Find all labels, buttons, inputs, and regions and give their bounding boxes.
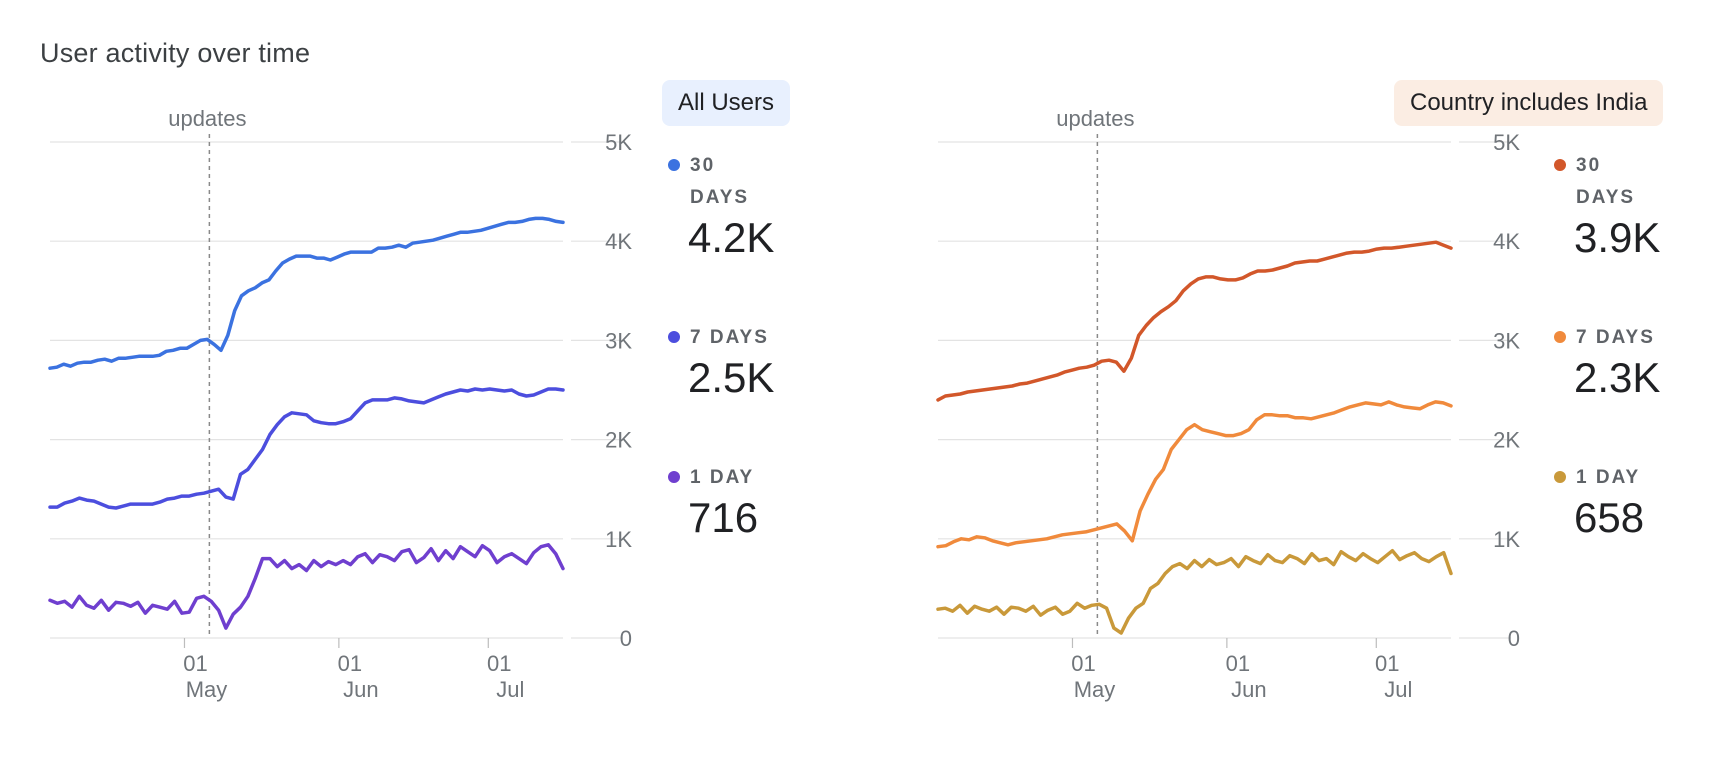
y-tick-label: 2K: [1493, 428, 1520, 453]
series-line-30-days[interactable]: [48, 216, 565, 370]
series-line-1-day[interactable]: [936, 548, 1453, 635]
chart-title: User activity over time: [40, 38, 311, 68]
x-tick-month: Jun: [343, 677, 378, 702]
chart-panel-india: 0 1K 2K 3K 4K 5K 01 May 01 Jun 01 Jul updates Countr…: [888, 0, 1718, 758]
legend-label: 7 DAYS: [690, 327, 769, 348]
y-tick-label: 4K: [605, 229, 632, 254]
y-tick-label: 3K: [1493, 328, 1520, 353]
legend-value: 2.5K: [688, 354, 775, 401]
legend-label: 1 DAY: [690, 467, 755, 488]
y-tick-label: 5K: [1493, 130, 1520, 155]
y-tick-label: 3K: [605, 328, 632, 353]
series-line-1-day[interactable]: [48, 543, 565, 630]
legend-dot: [668, 331, 680, 343]
x-tick-day: 01: [1375, 651, 1399, 676]
y-tick-label: 1K: [605, 527, 632, 552]
series-line-7-days[interactable]: [48, 387, 565, 510]
x-tick-month: Jul: [1384, 677, 1412, 702]
x-tick-month: May: [186, 677, 228, 702]
x-tick-month: Jun: [1231, 677, 1266, 702]
legend-label: 1 DAY: [1576, 467, 1641, 488]
legend-dot: [1554, 331, 1566, 343]
x-tick-day: 01: [1226, 651, 1250, 676]
x-tick-month: Jul: [496, 677, 524, 702]
y-tick-label: 1K: [1493, 527, 1520, 552]
legend-dot: [668, 159, 680, 171]
annotation-label: updates: [1056, 106, 1134, 131]
legend-value: 658: [1574, 494, 1645, 541]
segment-chip-india[interactable]: Country includes India: [1394, 80, 1664, 126]
x-tick-day: 01: [338, 651, 362, 676]
y-tick-label: 2K: [605, 428, 632, 453]
y-tick-label: 5K: [605, 130, 632, 155]
legend-label: 30 DAYS: [1576, 155, 1636, 208]
legend-label: 30 DAYS: [690, 155, 750, 208]
y-tick-label: 0: [620, 626, 632, 651]
x-tick-day: 01: [487, 651, 511, 676]
series-line-30-days[interactable]: [936, 240, 1453, 402]
legend-dot: [668, 471, 680, 483]
annotation-label: updates: [168, 106, 246, 131]
legend-value: 2.3K: [1574, 354, 1661, 401]
series-line-7-days[interactable]: [936, 400, 1453, 549]
segment-chip-all-users[interactable]: All Users: [662, 80, 791, 126]
legend-value: 716: [688, 494, 759, 541]
legend-value: 3.9K: [1574, 214, 1661, 261]
y-tick-label: 4K: [1493, 229, 1520, 254]
legend-value: 4.2K: [688, 214, 775, 261]
x-tick-month: May: [1074, 677, 1116, 702]
legend-label: 7 DAYS: [1576, 327, 1655, 348]
x-tick-day: 01: [1071, 651, 1095, 676]
chart-panel-all-users: 0 1K 2K 3K 4K 5K 01 May 01 Jun 01 Jul updates All Us…: [48, 80, 791, 702]
legend-dot: [1554, 471, 1566, 483]
legend-dot: [1554, 159, 1566, 171]
y-tick-label: 0: [1508, 626, 1520, 651]
x-tick-day: 01: [183, 651, 207, 676]
